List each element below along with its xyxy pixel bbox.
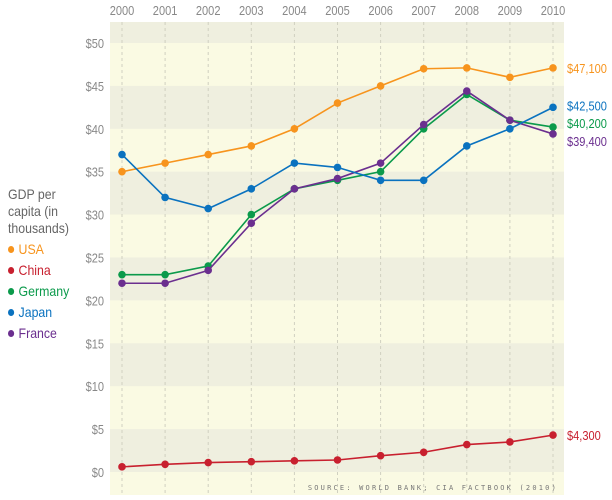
data-point-france [549,130,557,138]
legend-label: Germany [18,283,70,299]
data-point-france [118,279,126,288]
data-point-japan [290,159,299,167]
data-point-france [204,266,212,275]
data-point-japan [376,176,385,185]
end-label-china: $4,300 [567,428,601,443]
data-point-china [376,451,385,460]
data-point-usa [290,125,299,133]
data-point-france [419,120,428,129]
data-point-china [161,460,169,469]
data-point-germany [161,270,169,279]
data-point-japan [506,125,514,133]
y-tick-label: $40 [86,122,105,137]
legend-item-japan: Japan [8,304,78,321]
y-tick-label: $50 [86,36,105,51]
data-point-china [419,448,428,457]
legend-dot-icon [8,246,15,253]
x-tick-label: 2008 [455,3,480,18]
y-tick-label: $5 [92,422,105,437]
legend-label: China [18,262,51,278]
data-point-france [290,185,299,193]
end-label-germany: $40,200 [567,116,607,131]
data-point-japan [463,142,471,150]
y-tick-label: $10 [86,379,105,394]
legend-label: USA [18,241,44,257]
data-point-japan [247,185,256,193]
data-point-china [204,458,212,467]
data-point-usa [419,64,428,73]
data-point-usa [549,64,557,72]
x-tick-label: 2005 [325,3,350,18]
data-point-france [463,87,471,95]
data-point-germany [118,270,126,279]
data-point-japan [419,176,428,185]
legend-label: France [18,325,57,341]
band [110,22,564,43]
data-point-france [333,174,342,183]
x-tick-label: 2007 [411,3,436,18]
x-tick-label: 2000 [110,3,135,18]
data-point-france [247,219,256,227]
x-tick-label: 2001 [153,3,178,18]
data-point-france [376,159,385,167]
y-tick-label: $45 [86,79,105,94]
data-point-china [549,431,557,439]
data-point-japan [549,103,557,112]
y-tick-label: $25 [86,251,105,266]
y-tick-label: $30 [86,208,105,223]
legend-items: USA China Germany Japan France [8,241,78,342]
x-tick-label: 2006 [368,3,393,18]
data-point-china [247,457,256,466]
legend-item-usa: USA [8,241,78,258]
x-tick-label: 2003 [239,3,264,18]
data-point-usa [247,142,256,150]
data-point-germany [376,167,385,176]
legend-dot-icon [8,288,15,295]
y-tick-label: $0 [92,465,105,480]
data-point-usa [463,64,471,72]
data-point-china [506,438,514,446]
end-label-france: $39,400 [567,134,607,149]
data-point-usa [204,150,212,159]
data-point-china [333,456,342,464]
data-point-japan [118,150,126,159]
legend-item-germany: Germany [8,283,78,300]
y-axis-label: GDP per capita (in thousands) [8,186,69,236]
data-point-china [290,457,299,465]
data-point-usa [376,82,385,90]
x-tick-label: 2004 [282,3,307,18]
end-label-japan: $42,500 [567,98,607,113]
y-tick-label: $35 [86,165,105,180]
data-point-usa [333,99,342,107]
data-point-china [463,440,471,449]
data-point-germany [549,123,557,131]
data-point-usa [118,167,126,176]
data-point-usa [161,159,169,167]
x-tick-label: 2009 [498,3,523,18]
x-tick-label: 2002 [196,3,221,18]
y-tick-label: $20 [86,294,105,309]
x-tick-label: 2010 [541,3,566,18]
legend-dot-icon [8,330,15,337]
data-point-japan [333,163,342,172]
source-note: SOURCE: WORLD BANK; CIA FACTBOOK (2010) [308,484,558,492]
legend-item-china: China [8,262,78,279]
data-point-france [161,279,169,288]
data-point-japan [204,204,212,213]
data-point-china [118,463,126,471]
data-point-germany [247,210,256,219]
data-point-usa [506,73,514,82]
legend-dot-icon [8,309,15,316]
end-label-usa: $47,100 [567,61,607,76]
legend-label: Japan [18,304,53,320]
data-point-japan [161,193,169,202]
legend-item-france: France [8,325,78,342]
y-tick-label: $15 [86,336,105,351]
data-point-france [506,116,514,125]
legend-dot-icon [8,267,15,274]
legend: GDP per capita (in thousands) USA China Ge… [8,186,78,342]
